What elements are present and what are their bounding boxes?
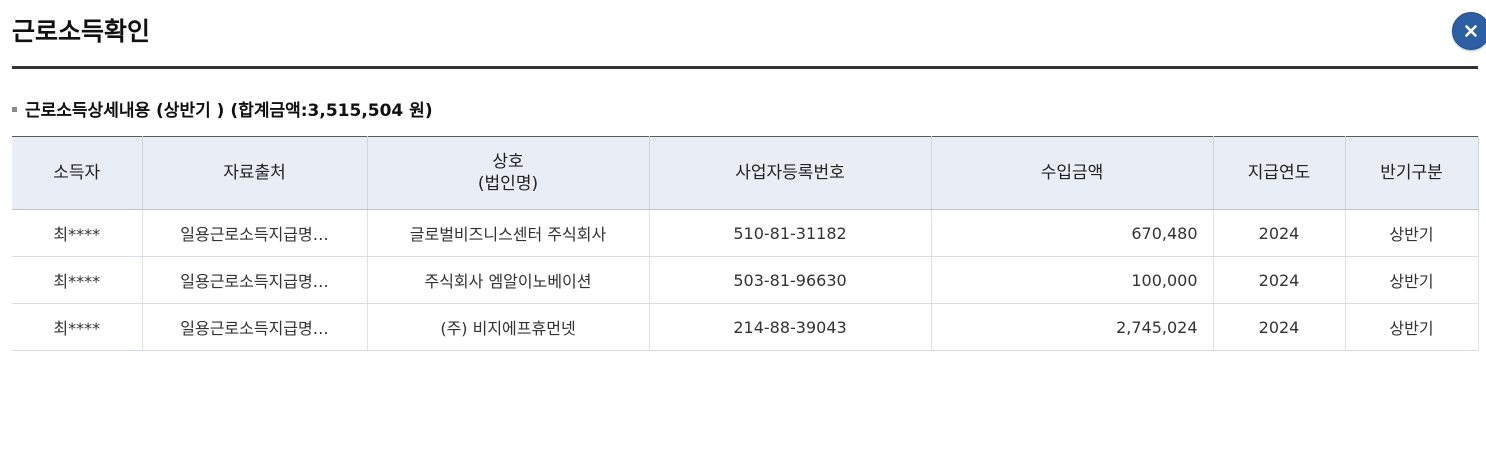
cell-biz-no: 503-81-96630: [648, 256, 932, 304]
modal-header: 근로소득확인: [12, 0, 1486, 69]
header-biz-no: 사업자등록번호: [648, 136, 932, 210]
section-title-label: 근로소득상세내용 (상반기 ): [25, 100, 225, 121]
header-company: 상호 (법인명): [366, 136, 650, 210]
cell-source-text: 일용근로소득지급명…: [180, 272, 329, 291]
cell-half: 상반기: [1344, 209, 1479, 257]
cell-year: 2024: [1212, 209, 1346, 257]
header-half: 반기구분: [1344, 136, 1479, 210]
header-source: 자료출처: [141, 136, 368, 210]
cell-biz-no: 510-81-31182: [648, 209, 932, 257]
cell-source: 일용근로소득지급명…: [141, 209, 368, 257]
bullet-icon: [12, 106, 17, 112]
cell-amount: 100,000: [930, 256, 1214, 304]
income-confirm-modal: 근로소득확인 근로소득상세내용 (상반기 ) (합계금액:3,515,504 원…: [12, 0, 1486, 460]
cell-source-text: 일용근로소득지급명…: [180, 319, 329, 338]
cell-source: 일용근로소득지급명…: [141, 256, 368, 304]
table-row: 최**** 일용근로소득지급명… 주식회사 엠알이노베이션 503-81-966…: [12, 256, 1479, 304]
cell-amount: 670,480: [930, 209, 1214, 257]
table-row: 최**** 일용근로소득지급명… 글로벌비즈니스센터 주식회사 510-81-3…: [12, 209, 1479, 257]
cell-company: (주) 비지에프휴먼넷: [366, 303, 650, 351]
close-icon: [1464, 24, 1478, 38]
header-year: 지급연도: [1212, 136, 1346, 210]
cell-year: 2024: [1212, 256, 1346, 304]
header-earner: 소득자: [12, 136, 143, 210]
header-amount: 수입금액: [930, 136, 1214, 210]
cell-company: 주식회사 엠알이노베이션: [366, 256, 650, 304]
section-title: 근로소득상세내용 (상반기 ) (합계금액:3,515,504 원): [12, 96, 433, 121]
cell-company: 글로벌비즈니스센터 주식회사: [366, 209, 650, 257]
cell-source-text: 일용근로소득지급명…: [180, 225, 329, 244]
cell-year: 2024: [1212, 303, 1346, 351]
header-company-line1: 상호: [492, 152, 524, 172]
total-amount-label: (합계금액:3,515,504 원): [230, 100, 433, 121]
cell-biz-no: 214-88-39043: [648, 303, 932, 351]
cell-earner: 최****: [12, 256, 143, 304]
modal-title: 근로소득확인: [12, 17, 151, 46]
header-company-line2: (법인명): [477, 174, 539, 194]
table-row: 최**** 일용근로소득지급명… (주) 비지에프휴먼넷 214-88-3904…: [12, 303, 1479, 351]
cell-earner: 최****: [12, 303, 143, 351]
income-detail-table: 소득자 자료출처 상호 (법인명) 사업자등록번호 수입금액 지급연도 반기구분…: [12, 136, 1479, 351]
cell-half: 상반기: [1344, 303, 1479, 351]
cell-source: 일용근로소득지급명…: [141, 303, 368, 351]
table-header-row: 소득자 자료출처 상호 (법인명) 사업자등록번호 수입금액 지급연도 반기구분: [12, 136, 1479, 210]
cell-earner: 최****: [12, 209, 143, 257]
cell-amount: 2,745,024: [930, 303, 1214, 351]
cell-half: 상반기: [1344, 256, 1479, 304]
close-button[interactable]: [1452, 12, 1486, 50]
